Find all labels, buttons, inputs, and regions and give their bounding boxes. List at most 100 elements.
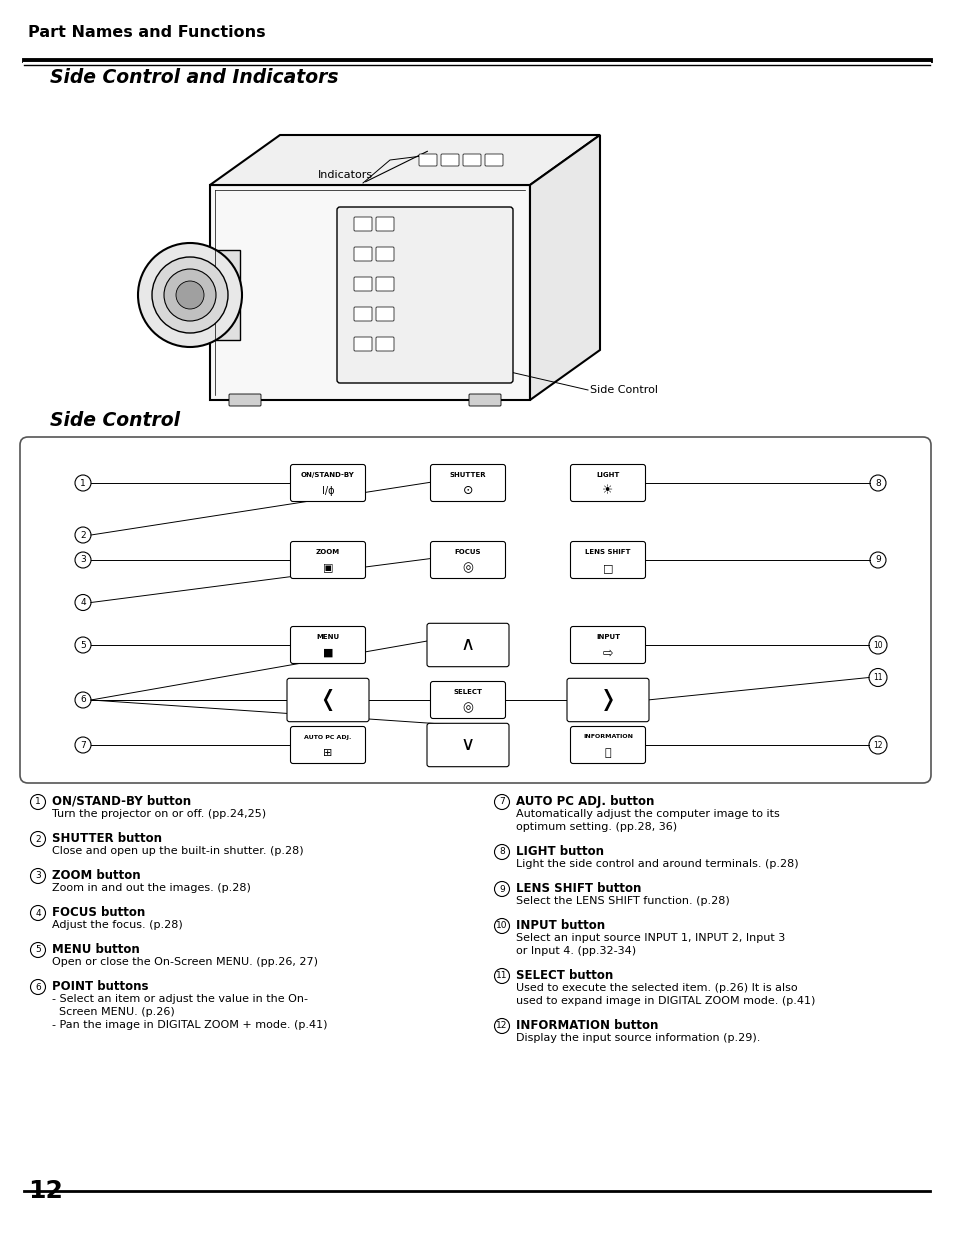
Text: 2: 2: [35, 835, 41, 844]
FancyBboxPatch shape: [566, 678, 648, 721]
FancyBboxPatch shape: [570, 541, 645, 578]
Text: 6: 6: [35, 983, 41, 992]
Text: Light the side control and around terminals. (p.28): Light the side control and around termin…: [516, 860, 798, 869]
Text: 3: 3: [80, 556, 86, 564]
Circle shape: [152, 257, 228, 333]
Text: 9: 9: [874, 556, 880, 564]
Polygon shape: [210, 249, 240, 340]
FancyBboxPatch shape: [375, 277, 394, 291]
FancyBboxPatch shape: [427, 624, 509, 667]
Text: INFORMATION button: INFORMATION button: [516, 1019, 658, 1032]
FancyBboxPatch shape: [287, 678, 369, 721]
Text: SELECT: SELECT: [453, 689, 482, 695]
Polygon shape: [210, 185, 530, 400]
Circle shape: [138, 243, 242, 347]
Text: 8: 8: [874, 478, 880, 488]
Text: 11: 11: [496, 972, 507, 981]
Text: 11: 11: [872, 673, 882, 682]
Text: 7: 7: [80, 741, 86, 750]
Text: 4: 4: [35, 909, 41, 918]
Text: □: □: [602, 563, 613, 573]
Text: POINT buttons: POINT buttons: [52, 981, 149, 993]
Text: ∨: ∨: [460, 736, 475, 755]
Text: ❭: ❭: [598, 689, 617, 711]
Text: 10: 10: [872, 641, 882, 650]
Text: 9: 9: [498, 884, 504, 893]
Text: ZOOM: ZOOM: [315, 550, 339, 555]
FancyBboxPatch shape: [570, 726, 645, 763]
Text: Adjust the focus. (p.28): Adjust the focus. (p.28): [52, 920, 183, 930]
Text: 1: 1: [80, 478, 86, 488]
Text: Display the input source information (p.29).: Display the input source information (p.…: [516, 1032, 760, 1044]
Text: ON/STAND-BY button: ON/STAND-BY button: [52, 795, 191, 808]
FancyBboxPatch shape: [427, 724, 509, 767]
FancyBboxPatch shape: [20, 437, 930, 783]
Text: Side Control and Indicators: Side Control and Indicators: [50, 68, 338, 86]
FancyBboxPatch shape: [430, 541, 505, 578]
Text: optimum setting. (pp.28, 36): optimum setting. (pp.28, 36): [516, 823, 677, 832]
FancyBboxPatch shape: [570, 626, 645, 663]
Text: MENU button: MENU button: [52, 944, 139, 956]
Text: ⓘ: ⓘ: [604, 748, 611, 758]
Text: ▣: ▣: [322, 563, 333, 573]
FancyBboxPatch shape: [291, 541, 365, 578]
Text: Select the LENS SHIFT function. (p.28): Select the LENS SHIFT function. (p.28): [516, 897, 729, 906]
Text: INPUT button: INPUT button: [516, 919, 604, 932]
Text: 1: 1: [35, 798, 41, 806]
FancyBboxPatch shape: [430, 682, 505, 719]
FancyBboxPatch shape: [462, 154, 480, 165]
Text: ⊙: ⊙: [462, 484, 473, 498]
Text: 6: 6: [80, 695, 86, 704]
Polygon shape: [210, 135, 599, 185]
Text: Part Names and Functions: Part Names and Functions: [28, 25, 265, 40]
Text: SELECT button: SELECT button: [516, 969, 613, 982]
Text: ■: ■: [322, 648, 333, 658]
Text: used to expand image in DIGITAL ZOOM mode. (p.41): used to expand image in DIGITAL ZOOM mod…: [516, 995, 815, 1007]
FancyBboxPatch shape: [375, 217, 394, 231]
Text: 5: 5: [80, 641, 86, 650]
Text: Indicators: Indicators: [317, 170, 373, 180]
Text: INFORMATION: INFORMATION: [582, 735, 633, 740]
Text: LIGHT: LIGHT: [596, 472, 619, 478]
Text: ⊞: ⊞: [323, 748, 333, 758]
FancyBboxPatch shape: [291, 726, 365, 763]
Text: LENS SHIFT: LENS SHIFT: [584, 550, 630, 555]
Text: ON/STAND-BY: ON/STAND-BY: [301, 472, 355, 478]
Text: LENS SHIFT button: LENS SHIFT button: [516, 882, 640, 895]
FancyBboxPatch shape: [291, 626, 365, 663]
FancyBboxPatch shape: [430, 464, 505, 501]
Text: 5: 5: [35, 946, 41, 955]
Text: ◎: ◎: [462, 562, 473, 574]
Text: AUTO PC ADJ.: AUTO PC ADJ.: [304, 735, 352, 740]
Text: Turn the projector on or off. (pp.24,25): Turn the projector on or off. (pp.24,25): [52, 809, 266, 819]
FancyBboxPatch shape: [229, 394, 261, 406]
Text: MENU: MENU: [316, 634, 339, 640]
Text: 4: 4: [80, 598, 86, 606]
FancyBboxPatch shape: [570, 464, 645, 501]
Text: 3: 3: [35, 872, 41, 881]
Text: Close and open up the built-in shutter. (p.28): Close and open up the built-in shutter. …: [52, 846, 303, 856]
Text: Open or close the On-Screen MENU. (pp.26, 27): Open or close the On-Screen MENU. (pp.26…: [52, 957, 317, 967]
FancyBboxPatch shape: [469, 394, 500, 406]
Text: SHUTTER button: SHUTTER button: [52, 832, 162, 845]
Text: 8: 8: [498, 847, 504, 857]
FancyBboxPatch shape: [418, 154, 436, 165]
FancyBboxPatch shape: [354, 217, 372, 231]
Text: 2: 2: [80, 531, 86, 540]
FancyBboxPatch shape: [375, 337, 394, 351]
Text: - Select an item or adjust the value in the On-: - Select an item or adjust the value in …: [52, 994, 308, 1004]
FancyBboxPatch shape: [375, 247, 394, 261]
FancyBboxPatch shape: [336, 207, 513, 383]
Text: 12: 12: [28, 1179, 63, 1203]
Text: Used to execute the selected item. (p.26) It is also: Used to execute the selected item. (p.26…: [516, 983, 797, 993]
FancyBboxPatch shape: [354, 308, 372, 321]
Text: FOCUS button: FOCUS button: [52, 906, 145, 919]
Text: Screen MENU. (p.26): Screen MENU. (p.26): [52, 1007, 174, 1016]
Text: or Input 4. (pp.32-34): or Input 4. (pp.32-34): [516, 946, 636, 956]
Text: 12: 12: [872, 741, 882, 750]
Text: 7: 7: [498, 798, 504, 806]
Text: Side Control: Side Control: [589, 385, 658, 395]
FancyBboxPatch shape: [291, 464, 365, 501]
Text: Zoom in and out the images. (p.28): Zoom in and out the images. (p.28): [52, 883, 251, 893]
Text: ❬: ❬: [318, 689, 337, 711]
